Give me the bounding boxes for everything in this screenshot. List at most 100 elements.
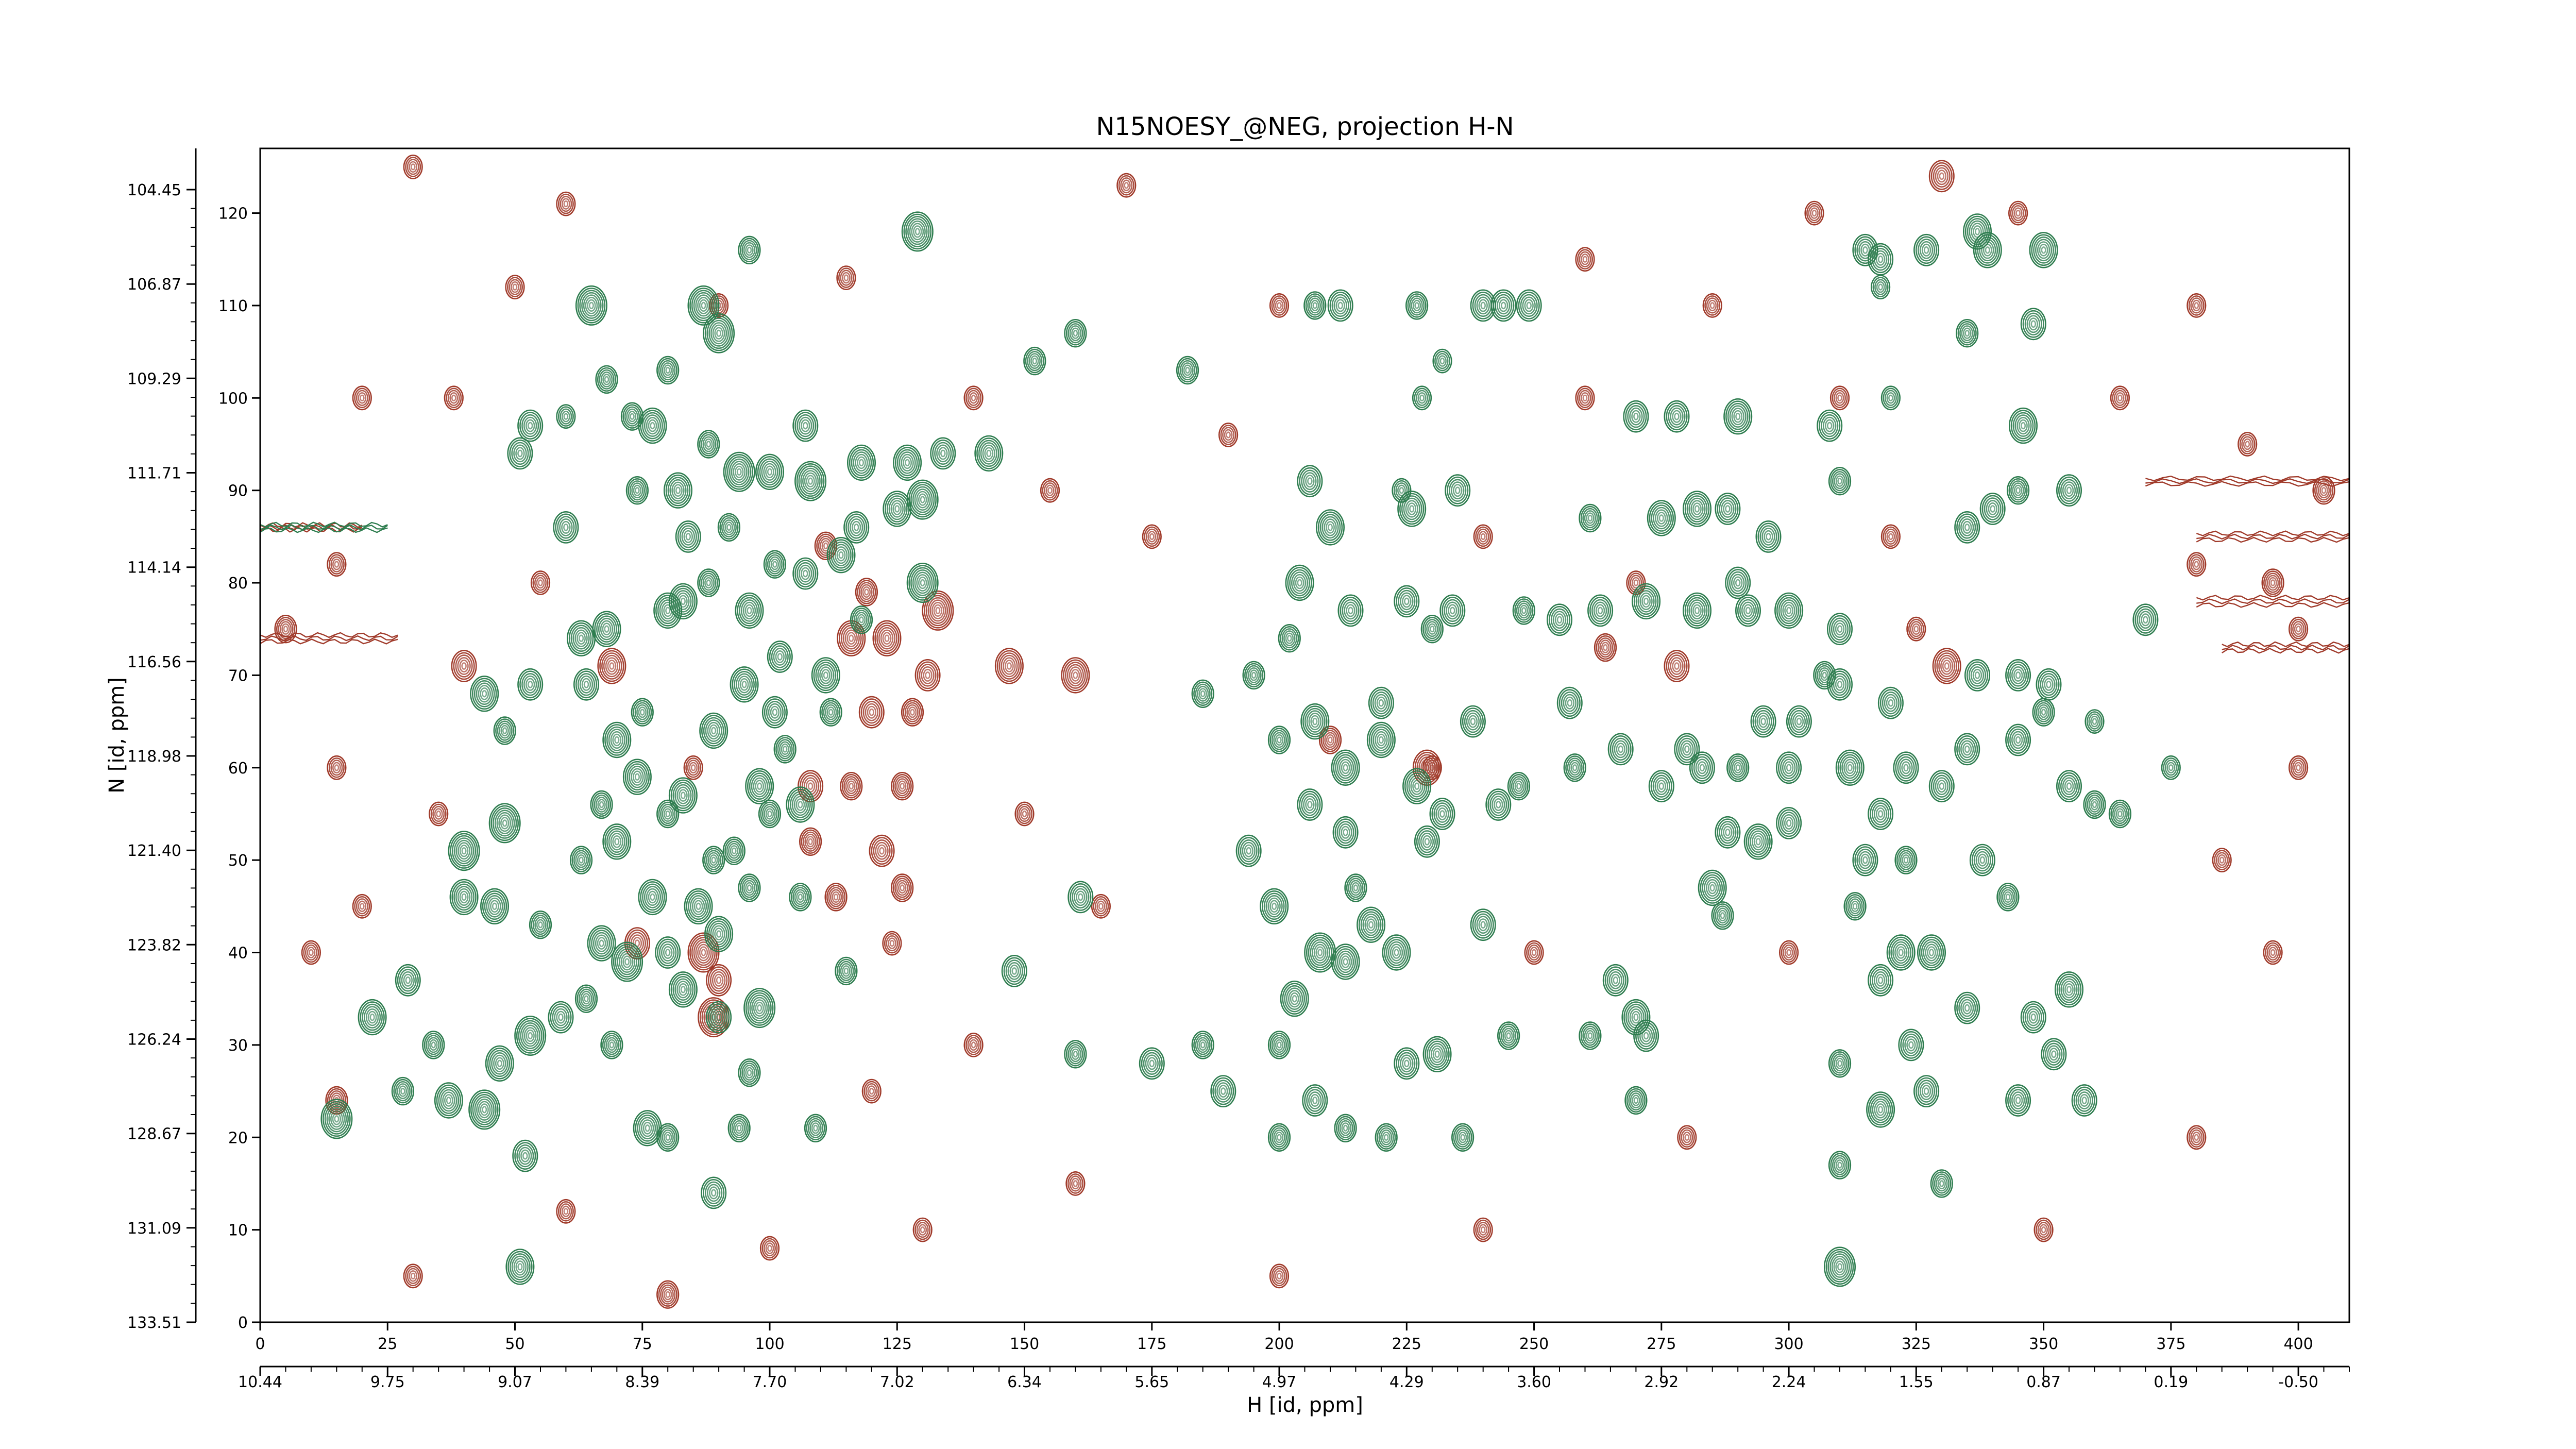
negative-peak <box>2263 940 2283 965</box>
positive-contour-level <box>668 971 698 1008</box>
positive-contour-level <box>527 422 533 430</box>
positive-contour-level <box>1904 1036 1918 1054</box>
negative-contour-level <box>1810 207 1819 219</box>
positive-contour-level <box>1784 761 1794 774</box>
positive-peak <box>1824 1246 1856 1287</box>
positive-contour-level <box>1628 1090 1644 1111</box>
positive-contour-level <box>1242 661 1265 690</box>
positive-contour-level <box>1269 1125 1289 1150</box>
positive-peak <box>792 409 819 442</box>
positive-contour-level <box>2166 762 2176 774</box>
negative-contour-level <box>557 1201 574 1222</box>
positive-contour-level <box>1654 777 1669 796</box>
positive-contour-level <box>834 546 848 564</box>
positive-contour-level <box>1518 602 1530 619</box>
negative-contour-level <box>2194 561 2199 568</box>
negative-contour-level <box>1124 182 1129 189</box>
positive-contour-level <box>1830 1153 1850 1177</box>
positive-peak <box>514 1016 547 1056</box>
positive-contour-level <box>1069 325 1082 342</box>
positive-contour-level <box>683 530 693 543</box>
positive-contour-level <box>1420 832 1434 851</box>
positive-contour-level <box>1782 601 1795 619</box>
positive-contour-level <box>770 705 780 719</box>
negative-contour-level <box>865 703 879 721</box>
negative-peak <box>1269 1263 1290 1289</box>
negative-contour-level <box>891 771 914 801</box>
positive-contour-level <box>896 449 918 477</box>
negative-contour-level <box>861 1079 882 1104</box>
positive-contour-level <box>397 966 419 995</box>
positive-contour-level <box>2132 603 2159 636</box>
positive-peak <box>701 1176 727 1209</box>
positive-contour-level <box>1827 613 1853 646</box>
positive-contour-level <box>2013 733 2023 747</box>
positive-contour-level <box>1430 1045 1444 1063</box>
positive-contour-level <box>679 789 688 802</box>
positive-contour-level <box>1563 753 1586 782</box>
positive-contour-level <box>1683 592 1712 629</box>
positive-peak <box>1064 318 1087 348</box>
positive-contour-level <box>1888 699 1894 707</box>
positive-contour-level <box>1335 754 1357 782</box>
positive-contour-level <box>1277 736 1282 744</box>
bottom-ppm-tick-label: 10.44 <box>238 1373 282 1391</box>
positive-contour-level <box>1366 721 1396 759</box>
positive-contour-level <box>521 673 539 696</box>
positive-contour-level <box>1748 828 1769 855</box>
positive-contour-level <box>1684 595 1710 627</box>
bottom-ppm-tick-label: 0.19 <box>2154 1373 2188 1391</box>
negative-contour-level <box>1603 644 1608 651</box>
positive-contour-level <box>1455 1127 1471 1148</box>
negative-contour-level <box>2238 432 2258 457</box>
negative-peak <box>530 570 551 595</box>
positive-contour-level <box>1903 764 1909 772</box>
negative-contour-level <box>843 274 849 281</box>
positive-peak <box>1067 881 1094 914</box>
positive-contour-level <box>1613 976 1619 984</box>
positive-contour-level <box>1759 525 1777 548</box>
negative-contour-level <box>836 265 856 291</box>
positive-contour-level <box>735 592 764 629</box>
positive-peak <box>2132 603 2159 636</box>
positive-contour-level <box>605 1037 618 1053</box>
positive-contour-level <box>1526 301 1532 310</box>
positive-contour-level <box>1191 1031 1214 1059</box>
positive-contour-level <box>1509 773 1529 799</box>
positive-contour-level <box>691 897 705 915</box>
negative-contour-level <box>1145 528 1158 545</box>
positive-contour-level <box>1658 782 1665 790</box>
negative-contour-level <box>1324 732 1336 748</box>
negative-ridge-line <box>2222 648 2349 654</box>
positive-contour-level <box>656 799 680 829</box>
positive-contour-level <box>1834 1055 1846 1072</box>
positive-contour-level <box>1431 800 1453 828</box>
positive-contour-level <box>663 946 673 959</box>
positive-contour-level <box>2010 410 2036 442</box>
positive-contour-level <box>1032 357 1038 365</box>
positive-contour-level <box>702 575 715 591</box>
positive-peak <box>1368 686 1394 719</box>
positive-peak <box>1973 232 2002 268</box>
positive-contour-level <box>2084 792 2105 817</box>
positive-contour-level <box>2066 782 2072 790</box>
positive-contour-level <box>1078 893 1083 901</box>
positive-peak <box>1607 733 1634 766</box>
positive-contour-level <box>1277 1134 1282 1141</box>
negative-peak <box>1677 1125 1697 1150</box>
positive-contour-level <box>480 888 509 925</box>
negative-contour-level <box>1528 944 1540 961</box>
positive-peak <box>755 453 785 490</box>
positive-peak <box>1828 1049 1852 1078</box>
positive-contour-level <box>702 436 715 452</box>
positive-contour-level <box>759 458 781 486</box>
positive-contour-level <box>1370 726 1392 754</box>
positive-contour-level <box>594 794 609 815</box>
positive-contour-level <box>579 856 584 864</box>
positive-contour-level <box>699 570 718 595</box>
positive-contour-level <box>716 1013 722 1021</box>
positive-contour-level <box>2011 666 2025 684</box>
positive-contour-level <box>1364 916 1378 934</box>
positive-contour-level <box>1195 1035 1211 1055</box>
positive-contour-level <box>1064 1040 1087 1069</box>
